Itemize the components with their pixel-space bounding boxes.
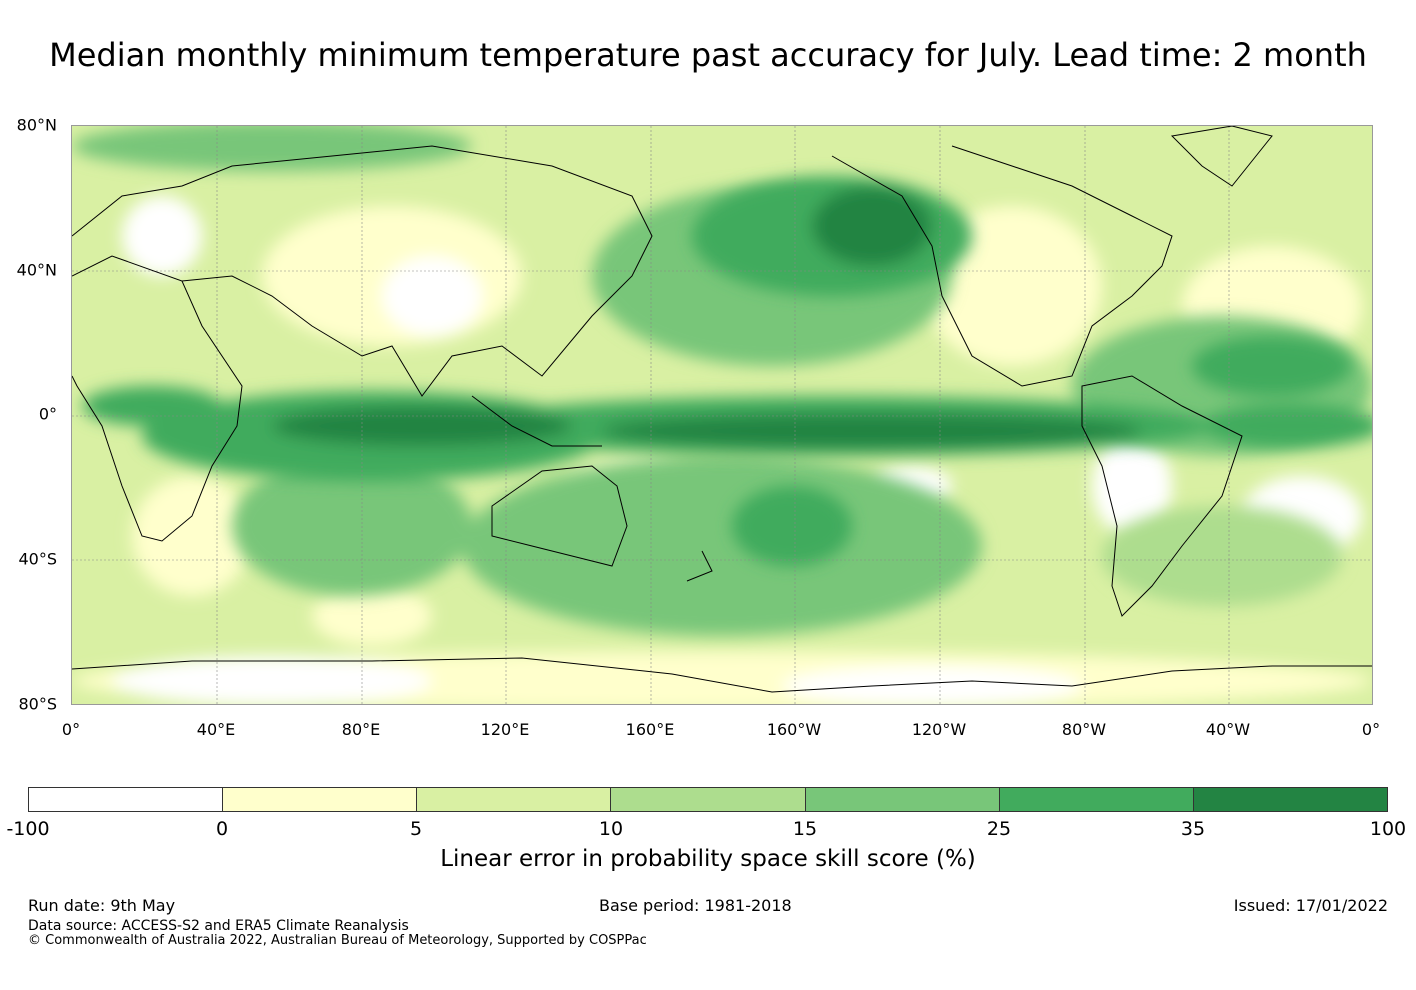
colorbar-tick: -100 xyxy=(6,818,50,840)
lat-label-80s: 80°S xyxy=(18,694,57,714)
colorbar-tick: 100 xyxy=(1369,818,1407,840)
colorbar-tick: 25 xyxy=(986,818,1012,840)
africa-coast xyxy=(72,255,243,542)
lon-label-120w: 120°W xyxy=(911,720,967,739)
indonesia-coast xyxy=(471,395,602,447)
lon-label-80w: 80°W xyxy=(1061,720,1107,739)
issued-date: Issued: 17/01/2022 xyxy=(1233,896,1388,915)
colorbar-segment-1 xyxy=(223,788,418,811)
south-america-coast xyxy=(1081,375,1243,617)
lon-label-40e: 40°E xyxy=(196,720,236,739)
map-title: Median monthly minimum temperature past … xyxy=(49,36,1367,74)
new-zealand-coast xyxy=(686,550,713,582)
lon-label-80e: 80°E xyxy=(341,720,381,739)
skill-score-map xyxy=(71,125,1373,705)
colorbar xyxy=(28,787,1388,812)
coastlines xyxy=(72,126,1372,693)
colorbar-segment-3 xyxy=(611,788,806,811)
colorbar-tick: 35 xyxy=(1180,818,1206,840)
colorbar-segment-6 xyxy=(1193,788,1387,811)
australia-coast xyxy=(491,465,628,567)
lat-label-40s: 40°S xyxy=(18,549,57,569)
base-period: Base period: 1981-2018 xyxy=(599,896,792,915)
eurasia-coast xyxy=(72,145,653,397)
lon-label-40w: 40°W xyxy=(1205,720,1251,739)
lon-label-120e: 120°E xyxy=(480,720,530,739)
north-america-coast xyxy=(831,145,1173,387)
colorbar-segment-5 xyxy=(999,788,1194,811)
map-canvas xyxy=(72,126,1372,704)
copyright: © Commonwealth of Australia 2022, Austra… xyxy=(28,933,647,948)
lon-label-0-east: 0° xyxy=(1361,720,1381,739)
colorbar-label: Linear error in probability space skill … xyxy=(440,846,976,872)
colorbar-segment-2 xyxy=(417,788,612,811)
lat-label-80n: 80°N xyxy=(16,115,57,135)
greenland-coast xyxy=(1170,126,1273,187)
high-skill-regions xyxy=(82,176,1372,566)
graticule xyxy=(72,126,1372,704)
colorbar-tick: 5 xyxy=(409,818,423,840)
run-date: Run date: 9th May xyxy=(28,896,176,915)
lon-label-160e: 160°E xyxy=(625,720,675,739)
colorbar-tick: 15 xyxy=(792,818,818,840)
lat-label-equator: 0° xyxy=(38,404,57,424)
lat-label-40n: 40°N xyxy=(16,260,57,280)
colorbar-tick: 0 xyxy=(215,818,229,840)
data-source: Data source: ACCESS-S2 and ERA5 Climate … xyxy=(28,918,409,934)
lon-label-160w: 160°W xyxy=(766,720,822,739)
lon-label-0: 0° xyxy=(61,720,81,739)
colorbar-segment-0 xyxy=(29,788,224,811)
antarctica-coast xyxy=(72,657,1372,693)
colorbar-tick: 10 xyxy=(598,818,624,840)
colorbar-segment-4 xyxy=(805,788,1000,811)
